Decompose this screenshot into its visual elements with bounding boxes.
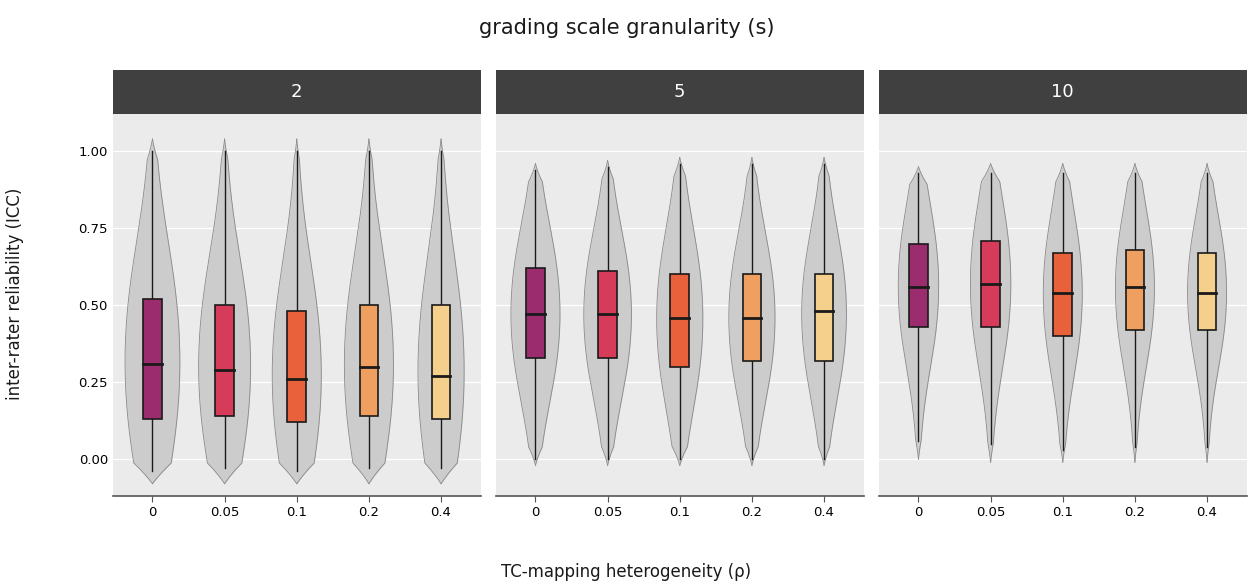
Bar bbox=[1125, 250, 1144, 330]
Bar bbox=[910, 244, 927, 327]
Bar bbox=[1054, 253, 1073, 336]
Bar bbox=[670, 275, 689, 367]
Text: 2: 2 bbox=[291, 83, 302, 102]
Bar bbox=[216, 305, 234, 416]
Text: grading scale granularity (s): grading scale granularity (s) bbox=[479, 18, 774, 38]
Bar bbox=[743, 275, 762, 360]
Bar bbox=[1198, 253, 1217, 330]
Text: inter-rater reliability (ICC): inter-rater reliability (ICC) bbox=[6, 187, 24, 400]
Bar bbox=[143, 299, 162, 419]
Bar bbox=[432, 305, 450, 419]
Bar bbox=[598, 271, 616, 357]
Bar bbox=[287, 311, 306, 422]
Bar bbox=[360, 305, 378, 416]
Text: TC-mapping heterogeneity (ρ): TC-mapping heterogeneity (ρ) bbox=[501, 563, 752, 581]
Text: 5: 5 bbox=[674, 83, 685, 102]
Bar bbox=[981, 241, 1000, 327]
Bar bbox=[526, 268, 545, 357]
Text: 10: 10 bbox=[1051, 83, 1074, 102]
Bar bbox=[814, 275, 833, 360]
